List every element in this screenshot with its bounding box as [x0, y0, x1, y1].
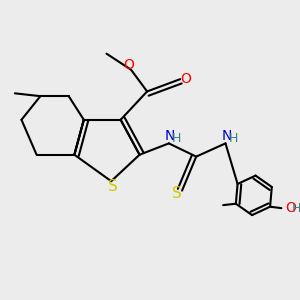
- Text: O: O: [285, 201, 296, 215]
- Text: O: O: [180, 72, 191, 86]
- Text: H: H: [229, 132, 238, 145]
- Text: S: S: [172, 186, 182, 201]
- Text: N: N: [221, 129, 232, 143]
- Text: H: H: [292, 202, 300, 214]
- Text: N: N: [164, 129, 175, 143]
- Text: O: O: [123, 58, 134, 72]
- Text: H: H: [172, 132, 182, 145]
- Text: S: S: [108, 179, 118, 194]
